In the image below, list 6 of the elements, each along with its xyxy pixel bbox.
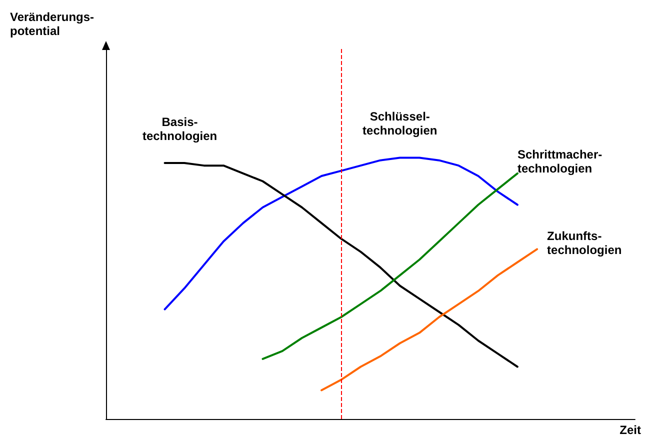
series-label: Schlüssel- technologien: [362, 110, 438, 138]
series-label: Schrittmacher- technologien: [517, 147, 602, 176]
x-axis-title: Zeit: [620, 423, 642, 437]
series-label: Zukunfts- technologien: [547, 229, 622, 258]
series-label: Basis- technologien: [142, 114, 218, 143]
text: Veränderungs- potential: [10, 10, 94, 38]
